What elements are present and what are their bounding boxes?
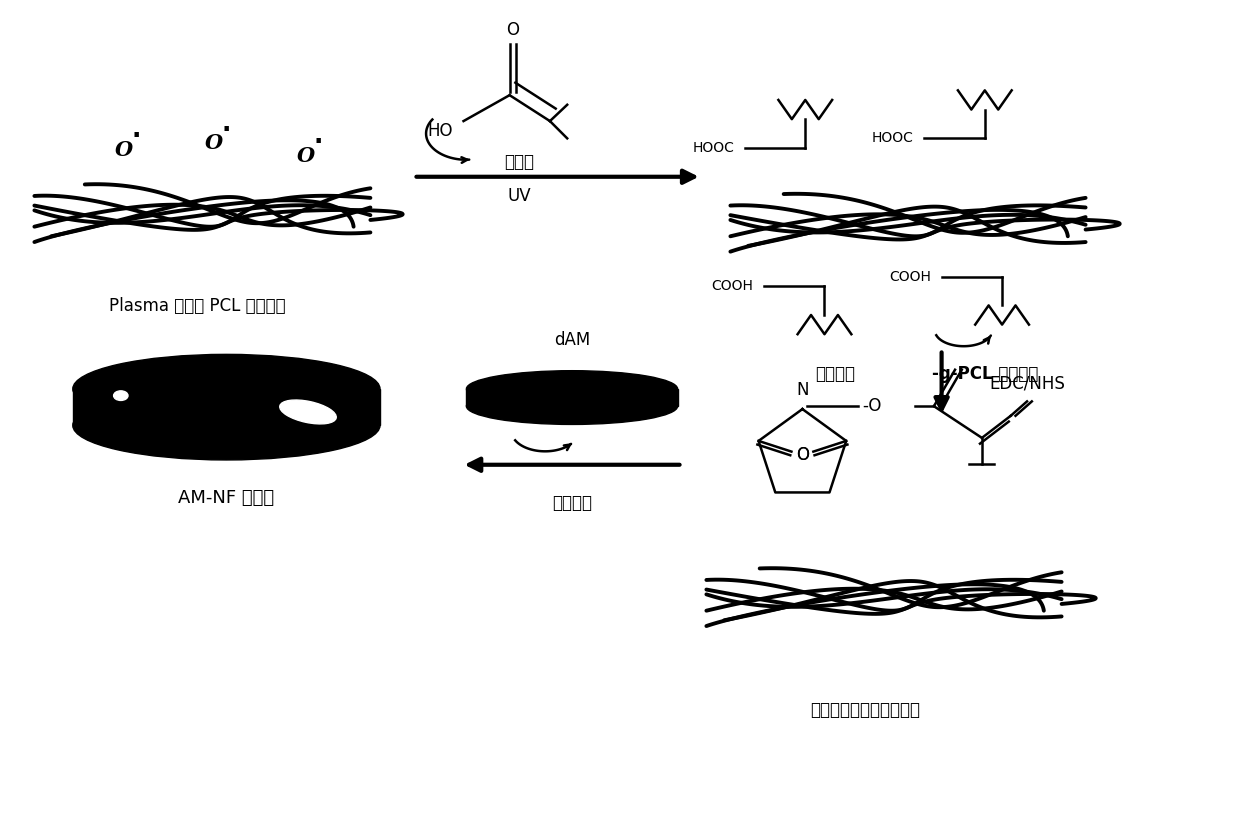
Text: COOH: COOH — [889, 270, 931, 284]
Ellipse shape — [114, 390, 128, 400]
Ellipse shape — [466, 371, 677, 407]
Text: EDC/NHS: EDC/NHS — [990, 374, 1065, 392]
Text: 施加压力: 施加压力 — [552, 494, 591, 512]
Text: HOOC: HOOC — [872, 132, 914, 145]
Ellipse shape — [73, 390, 379, 460]
Text: O: O — [796, 446, 808, 464]
Ellipse shape — [280, 400, 336, 424]
Text: ·: · — [314, 130, 324, 155]
Ellipse shape — [73, 354, 379, 423]
Text: O: O — [796, 446, 808, 464]
Text: HO: HO — [428, 122, 454, 140]
Text: HOOC: HOOC — [692, 141, 734, 155]
Text: -O: -O — [862, 397, 882, 415]
Text: O: O — [298, 145, 315, 166]
Text: 丙烯酸: 丙烯酸 — [505, 154, 534, 171]
Text: Plasma 处理的 PCL 纳米纤维: Plasma 处理的 PCL 纳米纤维 — [109, 298, 286, 316]
Text: AM-NF 复合膜: AM-NF 复合膜 — [179, 489, 274, 507]
Text: ·: · — [222, 118, 231, 141]
Text: ·: · — [131, 124, 141, 149]
Text: O: O — [506, 21, 520, 39]
Text: dAM: dAM — [554, 331, 590, 349]
Text: N: N — [796, 381, 808, 399]
Text: 聚丙烯酸: 聚丙烯酸 — [815, 365, 856, 382]
Text: COOH: COOH — [712, 279, 753, 293]
Text: 纳米纤维上的活化的第基: 纳米纤维上的活化的第基 — [810, 700, 920, 718]
Ellipse shape — [466, 388, 677, 424]
Bar — [466, 389, 677, 406]
Text: O: O — [205, 133, 223, 153]
Text: UV: UV — [507, 187, 531, 205]
Text: -g-PCL 纳米纤维: -g-PCL 纳米纤维 — [932, 365, 1038, 382]
Bar — [73, 389, 379, 426]
Text: O: O — [114, 140, 133, 160]
